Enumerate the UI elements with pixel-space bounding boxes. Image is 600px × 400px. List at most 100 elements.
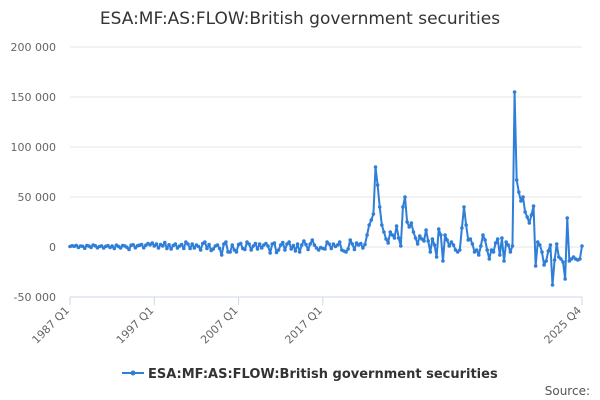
data-point (272, 241, 277, 245)
x-tick-label: 2007 Q1 (198, 304, 241, 347)
data-point (491, 250, 496, 254)
data-point (141, 246, 146, 250)
data-point (224, 240, 228, 244)
data-point (483, 238, 487, 242)
data-point (375, 183, 380, 187)
y-tick-label: 100 000 (11, 141, 57, 154)
data-point (498, 253, 502, 257)
data-point (344, 250, 348, 254)
data-point (289, 247, 294, 251)
data-point (163, 240, 167, 245)
data-point (156, 246, 161, 250)
data-point (186, 242, 190, 246)
data-point (346, 247, 350, 251)
data-point (413, 236, 418, 240)
data-point (127, 247, 131, 252)
y-tick-label: 150 000 (11, 91, 57, 104)
data-point (306, 247, 310, 252)
data-point (268, 251, 272, 255)
data-point (329, 246, 334, 251)
y-tick-label: 0 (49, 241, 56, 254)
data-point (297, 250, 302, 254)
data-point (535, 240, 540, 244)
data-point (411, 230, 416, 234)
data-point (538, 243, 542, 247)
data-point (139, 242, 144, 247)
data-point (405, 220, 409, 224)
data-point (540, 250, 544, 254)
data-point (287, 240, 291, 244)
data-point (580, 244, 584, 248)
data-point (247, 242, 251, 246)
data-point (548, 243, 553, 247)
data-point (519, 199, 523, 203)
x-tick-label: 1997 Q1 (114, 304, 157, 347)
data-point (436, 227, 441, 231)
data-point (424, 228, 428, 232)
data-point (447, 244, 452, 248)
data-point (504, 240, 508, 244)
data-point (215, 243, 220, 247)
y-tick-label: 200 000 (11, 41, 57, 54)
data-point (167, 243, 171, 247)
data-point (281, 240, 285, 245)
data-point (417, 234, 422, 238)
data-point (388, 230, 393, 234)
series-line (69, 91, 583, 286)
data-point (253, 241, 258, 246)
data-point (500, 236, 504, 240)
data-point (291, 243, 296, 248)
data-point (529, 213, 534, 217)
data-point (552, 258, 557, 262)
data-point (430, 237, 435, 241)
x-tick-label: 1987 Q1 (30, 304, 73, 347)
y-axis: 200 000 150 000 100 000 50 000 0 -50 000 (11, 41, 57, 304)
data-point (243, 247, 247, 252)
legend-marker (130, 370, 136, 376)
data-point (565, 216, 570, 220)
data-point (283, 248, 287, 252)
data-point (407, 225, 412, 229)
data-point (251, 244, 256, 248)
data-point (327, 242, 331, 246)
data-point (512, 90, 517, 94)
data-point (196, 244, 201, 249)
data-point (358, 241, 363, 246)
data-point (451, 243, 456, 247)
data-point (165, 246, 169, 251)
data-point (495, 237, 500, 241)
data-point (474, 248, 479, 252)
data-point (479, 244, 483, 248)
data-point (493, 241, 498, 245)
data-point (409, 221, 414, 225)
data-point (350, 242, 355, 246)
x-axis: 1987 Q1 1997 Q1 2007 Q1 2017 Q1 2025 Q4 (30, 296, 584, 347)
data-point (390, 233, 395, 237)
data-point (563, 277, 567, 281)
data-point (533, 264, 538, 268)
data-point (394, 224, 399, 228)
data-point (316, 248, 321, 252)
data-point (434, 255, 439, 259)
data-point (337, 240, 342, 244)
data-point (112, 246, 117, 251)
data-point (190, 242, 195, 246)
data-point (462, 205, 466, 209)
data-point (464, 223, 468, 227)
data-point (487, 257, 492, 261)
data-point (304, 242, 308, 247)
data-point (352, 247, 357, 252)
legend[interactable]: ESA:MF:AS:FLOW:British government securi… (122, 367, 498, 382)
data-point (238, 241, 243, 246)
data-point (369, 218, 374, 222)
data-point (323, 247, 327, 251)
data-point (264, 241, 268, 246)
data-point (386, 241, 390, 245)
data-point (198, 248, 203, 252)
data-point (308, 242, 313, 246)
data-point (516, 190, 521, 194)
data-point (230, 243, 235, 247)
data-point (82, 246, 87, 250)
data-point (396, 236, 401, 240)
